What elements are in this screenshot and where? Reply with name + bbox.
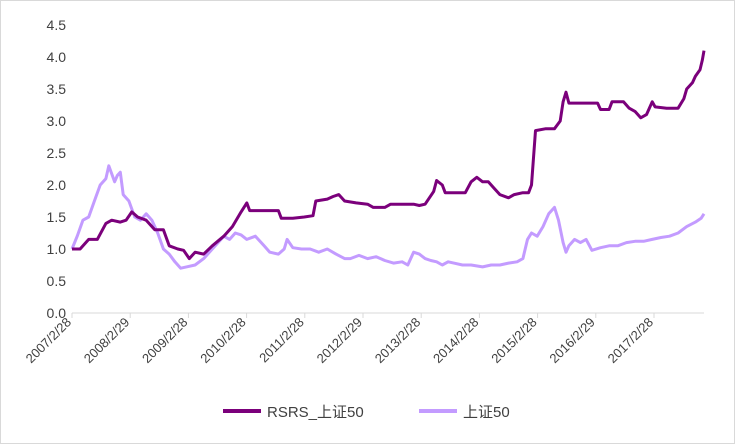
x-tick-label: 2017/2/28 [605,315,657,367]
y-tick-label: 2.0 [47,177,67,193]
x-tick-label: 2013/2/28 [372,315,424,367]
y-tick-label: 4.0 [47,49,67,65]
legend-label-1: 上证50 [463,404,510,421]
x-tick-label: 2008/2/29 [81,315,133,367]
x-tick-label: 2012/2/29 [314,315,366,367]
x-tick-label: 2010/2/28 [197,315,249,367]
x-tick-label: 2016/2/29 [546,315,598,367]
x-tick-label: 2014/2/28 [430,315,482,367]
series-line-0 [72,50,706,261]
y-axis: 0.0 0.5 1.0 1.5 2.0 2.5 3.0 3.5 4.0 4.5 [47,17,67,321]
legend-label-0: RSRS_上证50 [267,404,364,421]
y-tick-label: 1.0 [47,241,67,257]
series-layer [70,50,706,270]
y-tick-label: 4.5 [47,17,67,33]
series-line-1 [70,164,706,270]
y-tick-label: 1.5 [47,209,67,225]
y-tick-label: 0.5 [47,273,67,289]
x-tick-label: 2009/2/28 [139,315,191,367]
x-tick-label: 2015/2/28 [488,315,540,367]
x-axis: 2007/2/28 2008/2/29 2009/2/28 2010/2/28 2011… [23,312,704,367]
x-tick-label: 2011/2/28 [256,315,307,366]
y-tick-label: 3.5 [47,81,67,97]
legend: RSRS_上证50 上证50 [223,404,510,421]
y-tick-label: 2.5 [47,145,67,161]
x-tick-label: 2007/2/28 [23,315,75,367]
y-tick-label: 0.0 [47,305,67,321]
y-tick-label: 3.0 [47,113,67,129]
